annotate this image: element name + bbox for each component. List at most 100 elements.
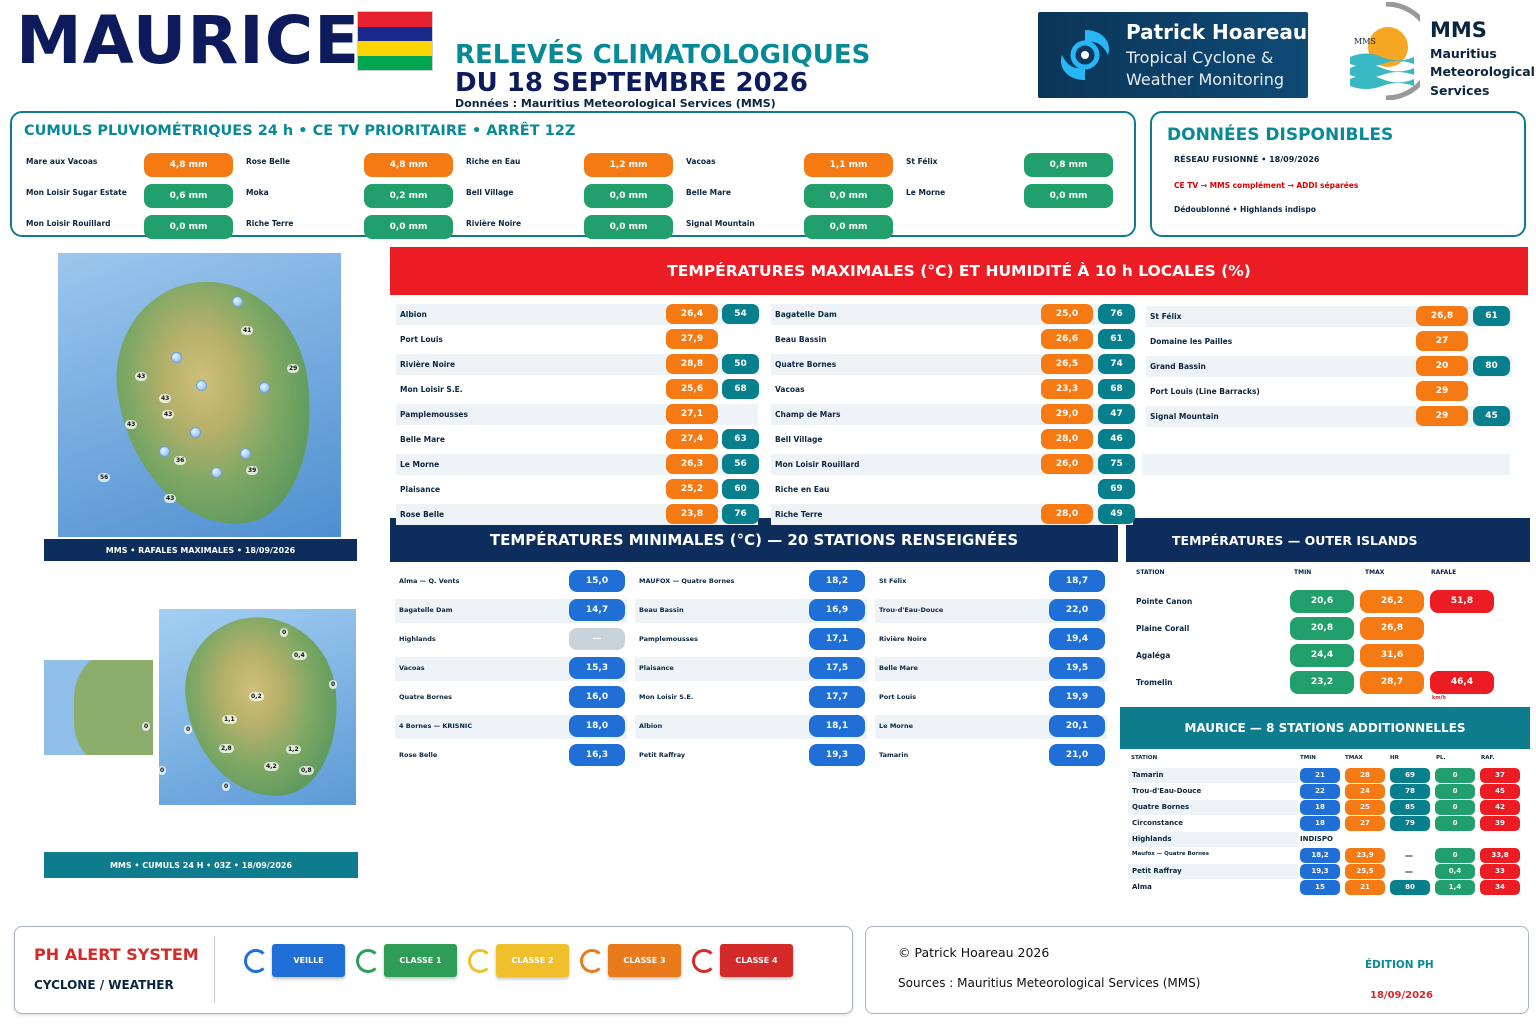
rain-map-label: 1,1 [222,715,237,724]
add-raf: 34 [1480,880,1520,895]
add-station-name: Petit Raffray [1132,867,1182,875]
tmin-value: 15,0 [569,570,625,592]
tmin-title: TEMPÉRATURES MINIMALES (°C) — 20 STATION… [390,518,1118,562]
rain-value: 1,2 mm [584,153,673,177]
tmax-station-name: Belle Mare [400,435,445,444]
dispo-line3: Dédoublonné • Highlands indispo [1174,205,1316,214]
add-hr: 78 [1390,784,1430,799]
tmax-station-name: Mon Loisir S.E. [400,385,463,394]
tmax-station-name: Beau Bassin [775,335,827,344]
rain-map-label: 1,2 [286,745,301,754]
add-tmax: 23,9 [1345,848,1385,863]
tmax-value: 26,3 [666,454,718,474]
tmin-station-name: St Félix [879,577,907,585]
mms-logo: MMS [1346,1,1436,101]
rain-value: 1,1 mm [804,153,893,177]
humidity-value: 47 [1098,404,1135,424]
rain-map-label: 0 [222,782,231,791]
tmax-station-name: Bagatelle Dam [775,310,837,319]
rain-value: 0,0 mm [804,184,893,208]
add-tmin: 15 [1300,880,1340,895]
footer-sources: Sources : Mauritius Meteorological Servi… [898,976,1201,990]
humidity-value: 68 [1098,379,1135,399]
outer-tmin: 20,8 [1290,617,1354,640]
gust-map-label: 43 [125,420,138,429]
tmin-value: 18,0 [569,715,625,737]
svg-text:MMS: MMS [1354,37,1376,46]
tmin-station-name: Petit Raffray [639,751,686,759]
rain-station-name: St Félix [906,157,938,166]
tmax-value: 25,6 [666,379,718,399]
row-stripe [1128,800,1298,815]
tmin-value: 20,1 [1049,715,1105,737]
rain-map-label: 0,4 [292,651,307,660]
tmax-value: 23,8 [666,504,718,524]
add-header: STATION [1131,755,1158,761]
rain-map-label: 0 [184,725,193,734]
tmin-value: 16,0 [569,686,625,708]
tmin-value: 18,1 [809,715,865,737]
tmin-station-name: Vacoas [399,664,425,672]
tmax-station-name: Port Louis [400,335,443,344]
humidity-value: 46 [1098,429,1135,449]
tmax-value: 29 [1416,381,1468,401]
tmin-value: 21,0 [1049,744,1105,766]
tmax-value: 23,3 [1041,379,1093,399]
tmin-station-name: Pamplemousses [639,635,698,643]
tmax-value: 28,0 [1041,504,1093,524]
add-pl: 0 [1435,848,1475,863]
add-tmin: 19,3 [1300,864,1340,879]
rain-station-name: Rose Belle [246,157,291,166]
humidity-value: 60 [722,479,759,499]
tmax-station-name: Pamplemousses [400,410,468,419]
station-marker [259,382,270,393]
alert-level-0: VEILLE [272,944,345,977]
row-stripe [1128,832,1298,847]
rain-map [159,609,356,805]
mauritius-island-shape-2 [178,609,346,805]
tmin-station-name: Quatre Bornes [399,693,453,701]
alert-swirl-icon [580,949,604,973]
gust-map-label: 41 [241,326,254,335]
copyright: © Patrick Hoareau 2026 [898,945,1050,960]
add-tmax: 25 [1345,800,1385,815]
alert-swirl-icon [468,949,492,973]
add-station-name: Tamarin [1132,771,1164,779]
outer-station-name: Tromelin [1136,678,1173,687]
tmin-station-name: Tamarin [879,751,909,759]
rain-map-label: 0,2 [249,692,264,701]
rain-station-name: Signal Mountain [686,219,755,228]
tmax-value: 20 [1416,356,1468,376]
gust-map-label: 43 [164,494,177,503]
humidity-value: 50 [722,354,759,374]
tmax-station-name: Quatre Bornes [775,360,837,369]
tmax-value: 27,1 [666,404,718,424]
tmin-station-name: Belle Mare [879,664,918,672]
outer-station-name: Pointe Canon [1136,597,1193,606]
outer-tmin: 23,2 [1290,671,1354,694]
tmax-station-name: Champ de Mars [775,410,841,419]
add-raf: 33 [1480,864,1520,879]
alert-level-1: CLASSE 1 [384,944,457,977]
outer-tmax: 31,6 [1360,644,1424,667]
humidity-value: 69 [1098,479,1135,499]
outer-tmin: 24,4 [1290,644,1354,667]
outer-tmax: 26,8 [1360,617,1424,640]
ph-subtitle-1: Tropical Cyclone & [1126,48,1274,67]
add-pl: 0,4 [1435,864,1475,879]
gust-map-label: 56 [98,473,111,482]
add-tmax: 28 [1345,768,1385,783]
tmin-value: 17,5 [809,657,865,679]
tmax-value: 26,4 [666,304,718,324]
rain-station-name: Vacoas [686,157,716,166]
tmin-value: 18,7 [1049,570,1105,592]
outer-tmin: 20,6 [1290,590,1354,613]
tmin-station-name: Bagatelle Dam [399,606,453,614]
tmax-station-name: Mon Loisir Rouillard [775,460,860,469]
add-hr: 80 [1390,880,1430,895]
report-title-line1: RELEVÉS CLIMATOLOGIQUES [455,40,871,70]
add-tmax: 25,5 [1345,864,1385,879]
rain-map-label: 0,8 [299,766,314,775]
station-marker [211,467,222,478]
outer-station-name: Plaine Corail [1136,624,1190,633]
